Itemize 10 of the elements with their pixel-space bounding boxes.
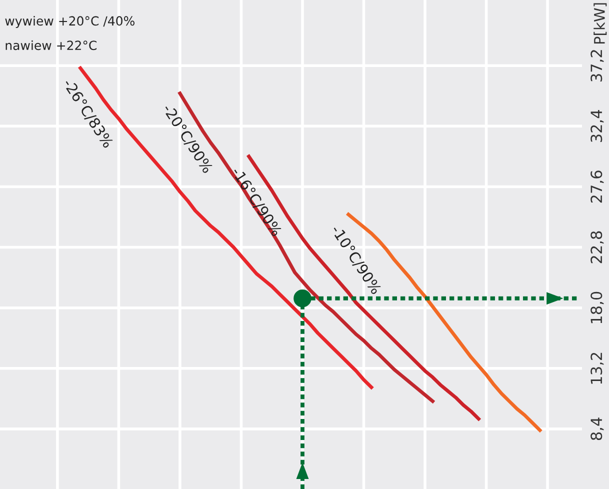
annotation: nawiew +22°C — [6, 40, 96, 50]
y-tick-label: 22,8 — [590, 231, 604, 264]
y-tick-label: 37,2 — [590, 50, 604, 82]
y-tick-label: 13,2 — [590, 352, 604, 384]
y-tick-label: 8,4 — [590, 418, 604, 440]
y-tick-label: 18,0 — [590, 292, 604, 324]
y-tick-label: 32,4 — [590, 110, 604, 142]
y-tick-label: 27,6 — [590, 170, 604, 203]
annotation: wywiew +20°C /40% — [5, 16, 134, 28]
y-axis-title: P[kW] — [594, 3, 607, 44]
